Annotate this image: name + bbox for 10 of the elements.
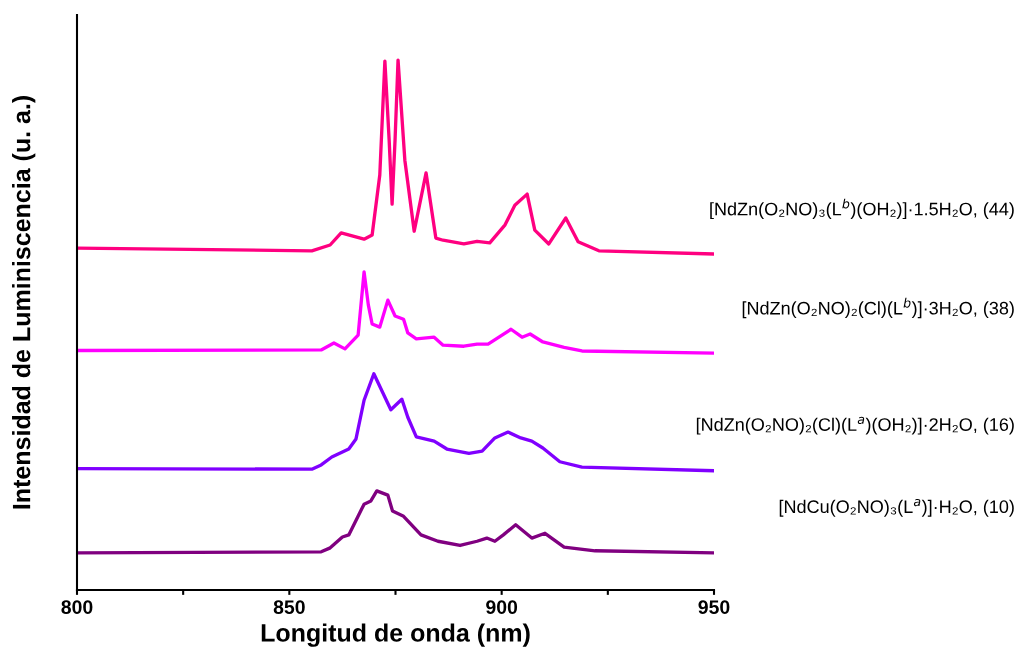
x-tick-label: 800 [61, 600, 93, 614]
series-label: [NdZn(O₂NO)₃(L$^{b}$)(OH₂)]·1.5H₂O, (44) [710, 198, 1014, 220]
text: [NdCu(O₂NO)₃(L$^{a}$)]·H₂O, (10) [779, 498, 1014, 517]
x-tick-label: 900 [486, 600, 518, 614]
x-tick-label: 950 [698, 600, 730, 614]
text: [NdZn(O₂NO)₂(Cl)(L$^{b}$)]·3H₂O, (38) [742, 297, 1014, 319]
x-tick-label: 850 [273, 600, 305, 614]
series-label: [NdZn(O₂NO)₂(Cl)(L$^{a}$)(OH₂)]·2H₂O, (16) [696, 416, 1014, 435]
x-axis-title: Longitud de onda (nm) [261, 623, 530, 647]
y-axis-title: Intensidad de Luminiscencia (u. a.) [12, 96, 36, 509]
